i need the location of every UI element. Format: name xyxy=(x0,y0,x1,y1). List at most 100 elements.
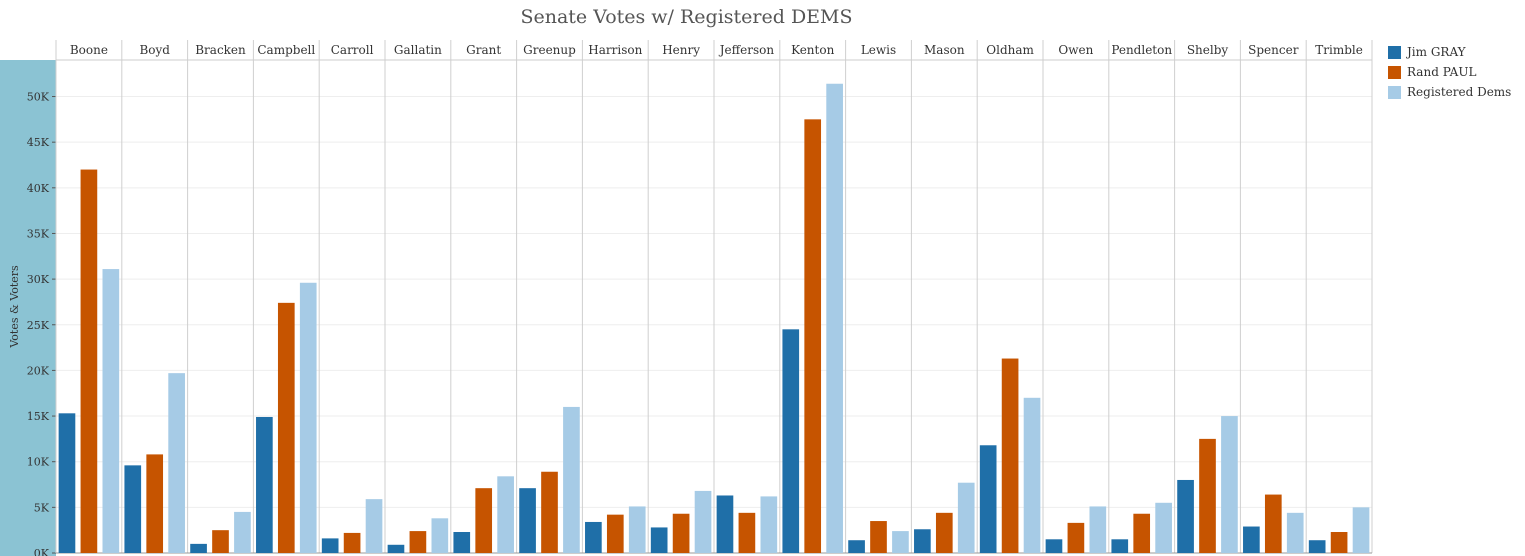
bar xyxy=(1155,502,1172,553)
bar xyxy=(212,530,229,553)
bar xyxy=(299,282,317,553)
y-tick-label: 10K xyxy=(27,456,50,469)
bar xyxy=(409,531,427,553)
bar xyxy=(738,512,756,553)
bar xyxy=(102,269,120,553)
bar xyxy=(694,490,712,553)
bar xyxy=(760,496,778,553)
y-tick-label: 30K xyxy=(27,273,50,286)
category-label: Gallatin xyxy=(394,43,442,57)
bar xyxy=(826,83,843,554)
bar xyxy=(1111,539,1129,553)
bar xyxy=(1243,526,1260,553)
bar xyxy=(1308,540,1326,553)
bar xyxy=(1352,507,1370,553)
y-axis-title: Votes & Voters xyxy=(8,265,21,349)
bar xyxy=(146,454,164,553)
bar xyxy=(1264,494,1282,553)
bar xyxy=(453,532,471,553)
category-label: Jefferson xyxy=(718,43,775,57)
bar xyxy=(585,521,602,553)
legend: Jim GRAY Rand PAUL Registered Dems xyxy=(1388,42,1511,102)
y-tick-label: 20K xyxy=(27,364,50,377)
legend-swatch xyxy=(1388,65,1401,79)
y-tick-label: 15K xyxy=(27,410,50,423)
category-label: Boyd xyxy=(139,43,170,57)
y-tick-label: 0K xyxy=(34,547,50,556)
bar xyxy=(343,532,361,553)
category-label: Kenton xyxy=(791,43,835,57)
bar xyxy=(1067,522,1085,553)
category-label: Mason xyxy=(924,43,965,57)
bar xyxy=(563,406,580,553)
legend-swatch xyxy=(1388,85,1401,99)
category-label: Grant xyxy=(466,43,501,57)
bar xyxy=(1177,479,1194,553)
y-tick-label: 35K xyxy=(27,227,50,240)
bar xyxy=(892,531,909,553)
bar xyxy=(1199,438,1216,553)
category-label: Shelby xyxy=(1187,43,1229,57)
bar xyxy=(1045,539,1063,553)
category-label: Campbell xyxy=(257,43,315,57)
bar xyxy=(365,499,383,553)
bar xyxy=(672,513,690,553)
bar xyxy=(804,119,822,553)
bar xyxy=(716,495,734,553)
bar xyxy=(190,543,207,553)
legend-label: Jim GRAY xyxy=(1407,45,1466,59)
bar xyxy=(606,514,624,553)
bar xyxy=(256,416,273,553)
bar xyxy=(234,511,251,553)
legend-label: Rand PAUL xyxy=(1407,65,1477,79)
bar xyxy=(277,302,295,553)
category-label: Greenup xyxy=(523,43,576,57)
bar xyxy=(58,413,76,553)
bar xyxy=(1023,397,1041,553)
category-label: Trimble xyxy=(1315,43,1363,57)
bar xyxy=(1221,416,1238,553)
bar xyxy=(957,482,975,553)
bar xyxy=(650,527,668,553)
y-axis-band xyxy=(0,60,56,556)
category-label: Owen xyxy=(1058,43,1093,57)
bar xyxy=(1001,358,1019,553)
bar xyxy=(1330,532,1348,553)
category-label: Bracken xyxy=(195,43,246,57)
bar xyxy=(1286,512,1304,553)
bar xyxy=(168,373,185,553)
bar xyxy=(935,512,953,553)
bar xyxy=(628,506,646,553)
bar xyxy=(848,540,865,553)
bar xyxy=(870,521,887,553)
legend-swatch xyxy=(1388,45,1401,59)
category-label: Spencer xyxy=(1248,43,1299,57)
bar xyxy=(124,465,142,553)
y-tick-label: 25K xyxy=(27,319,50,332)
bar xyxy=(1133,513,1151,553)
bar xyxy=(321,538,339,553)
legend-item: Rand PAUL xyxy=(1388,62,1511,82)
legend-item: Jim GRAY xyxy=(1388,42,1511,62)
y-tick-label: 45K xyxy=(27,136,50,149)
chart-title: Senate Votes w/ Registered DEMS xyxy=(520,6,853,28)
y-tick-label: 50K xyxy=(27,91,50,104)
bar xyxy=(979,445,997,553)
category-label: Boone xyxy=(70,43,108,57)
category-label: Oldham xyxy=(986,43,1034,57)
bar xyxy=(431,518,449,553)
y-tick-label: 5K xyxy=(34,501,50,514)
bar xyxy=(914,529,931,553)
bar xyxy=(782,329,800,553)
legend-item: Registered Dems xyxy=(1388,82,1511,102)
bar xyxy=(1089,506,1107,553)
bar xyxy=(475,488,493,553)
category-label: Lewis xyxy=(861,43,896,57)
bar xyxy=(387,544,405,553)
bar xyxy=(541,471,558,553)
y-tick-label: 40K xyxy=(27,182,50,195)
category-label: Carroll xyxy=(331,43,374,57)
category-label: Harrison xyxy=(588,43,642,57)
bar xyxy=(80,169,98,554)
